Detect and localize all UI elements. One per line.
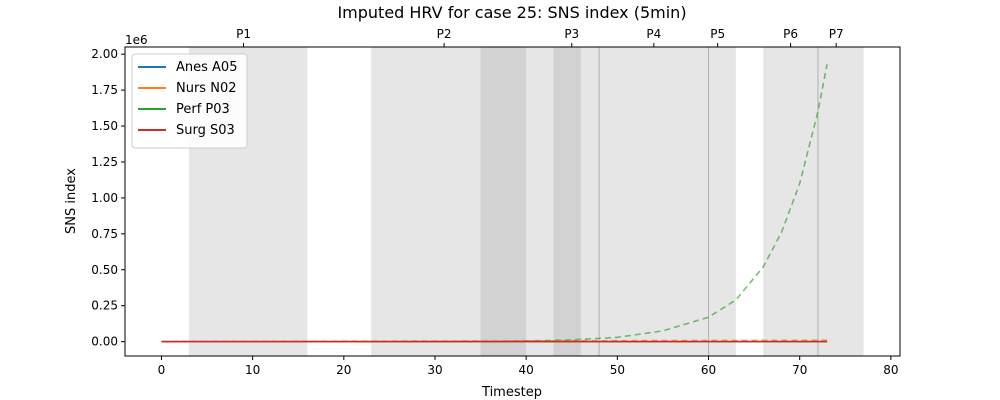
- phase-label-3: P4: [646, 27, 661, 41]
- legend-label-0: Anes A05: [176, 60, 237, 75]
- plot-frame: [124, 46, 901, 357]
- y-tick-label-1: 0.25: [91, 299, 118, 313]
- legend-label-2: Perf P03: [176, 102, 230, 117]
- legend-label-1: Nurs N02: [176, 81, 236, 96]
- x-tick-label-8: 80: [883, 363, 898, 377]
- x-tick-label-5: 50: [610, 363, 625, 377]
- y-tick-label-6: 1.50: [91, 119, 118, 133]
- phase-label-1: P2: [437, 27, 452, 41]
- y-tick-label-5: 1.25: [91, 155, 118, 169]
- y-offset-text: 1e6: [125, 33, 148, 47]
- x-tick-label-2: 20: [336, 363, 351, 377]
- y-tick-label-7: 1.75: [91, 83, 118, 97]
- phase-labels: P1 P2 P3 P4 P5 P6 P7: [236, 27, 844, 47]
- phase-label-6: P7: [829, 27, 844, 41]
- x-tick-label-1: 10: [245, 363, 260, 377]
- phase-span-7: [763, 47, 818, 356]
- y-axis: 0.00 0.25 0.50 0.75 1.00 1.25 1.50 1.75 2.00: [91, 47, 125, 349]
- legend: Anes A05 Nurs N02 Perf P03 Surg S03: [131, 53, 248, 149]
- phase-label-4: P5: [710, 27, 725, 41]
- y-tick-label-2: 0.50: [91, 263, 118, 277]
- x-tick-label-7: 70: [792, 363, 807, 377]
- phase-label-0: P1: [236, 27, 251, 41]
- chart-title: Imputed HRV for case 25: SNS index (5min…: [337, 3, 686, 22]
- x-axis: 0 10 20 30 40 50 60 70 80: [158, 356, 899, 377]
- y-axis-label: SNS index: [64, 168, 79, 234]
- y-tick-label-3: 0.75: [91, 227, 118, 241]
- phase-span-5: [599, 47, 709, 356]
- legend-label-3: Surg S03: [176, 123, 235, 138]
- phase-spans: [188, 47, 864, 356]
- phase-span-4: [553, 47, 581, 356]
- y-tick-label-0: 0.00: [91, 335, 118, 349]
- x-tick-label-3: 30: [427, 363, 442, 377]
- y-tick-label-8: 2.00: [91, 47, 118, 61]
- phase-label-5: P6: [783, 27, 798, 41]
- phase-span-8: [817, 47, 864, 356]
- phase-span-2: [480, 47, 527, 356]
- x-tick-label-4: 40: [519, 363, 534, 377]
- legend-box: [131, 53, 248, 149]
- phase-span-3: [526, 47, 600, 356]
- phase-span-6: [708, 47, 736, 356]
- series-lines: [161, 64, 828, 343]
- y-tick-label-4: 1.00: [91, 191, 118, 205]
- phase-label-2: P3: [564, 27, 579, 41]
- phase-span-1: [371, 47, 527, 356]
- x-tick-label-0: 0: [158, 363, 166, 377]
- x-axis-label: Timestep: [481, 385, 542, 400]
- x-tick-label-6: 60: [701, 363, 716, 377]
